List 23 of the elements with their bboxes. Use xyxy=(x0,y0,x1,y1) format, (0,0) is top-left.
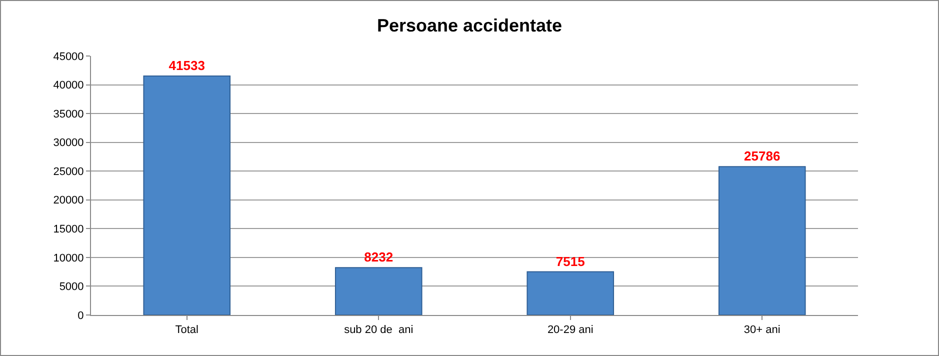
y-tick-label: 45000 xyxy=(53,50,84,63)
y-tick-label: 10000 xyxy=(53,252,84,264)
bar xyxy=(334,267,422,315)
chart-title: Persoane accidentate xyxy=(376,15,562,36)
bar xyxy=(526,271,614,315)
x-tick-label: sub 20 de ani xyxy=(344,324,414,336)
y-tick-label: 15000 xyxy=(53,224,84,236)
y-tick-label: 20000 xyxy=(53,194,84,207)
bar xyxy=(143,75,231,315)
y-tick-label: 35000 xyxy=(53,108,84,120)
y-tick-label: 30000 xyxy=(53,137,84,150)
data-label: 7515 xyxy=(556,254,585,269)
y-tick-label: 0 xyxy=(78,310,84,322)
x-tick-label: Total xyxy=(175,324,199,336)
data-label: 8232 xyxy=(364,250,394,265)
y-tick-label: 25000 xyxy=(53,166,84,178)
y-tick-label: 5000 xyxy=(59,281,84,294)
data-label: 41533 xyxy=(168,58,205,73)
data-label: 25786 xyxy=(744,148,780,164)
x-tick-label: 20-29 ani xyxy=(547,324,594,336)
bar xyxy=(718,166,806,315)
x-tick-label: 30+ ani xyxy=(744,324,780,336)
y-tick-label: 40000 xyxy=(53,80,84,92)
